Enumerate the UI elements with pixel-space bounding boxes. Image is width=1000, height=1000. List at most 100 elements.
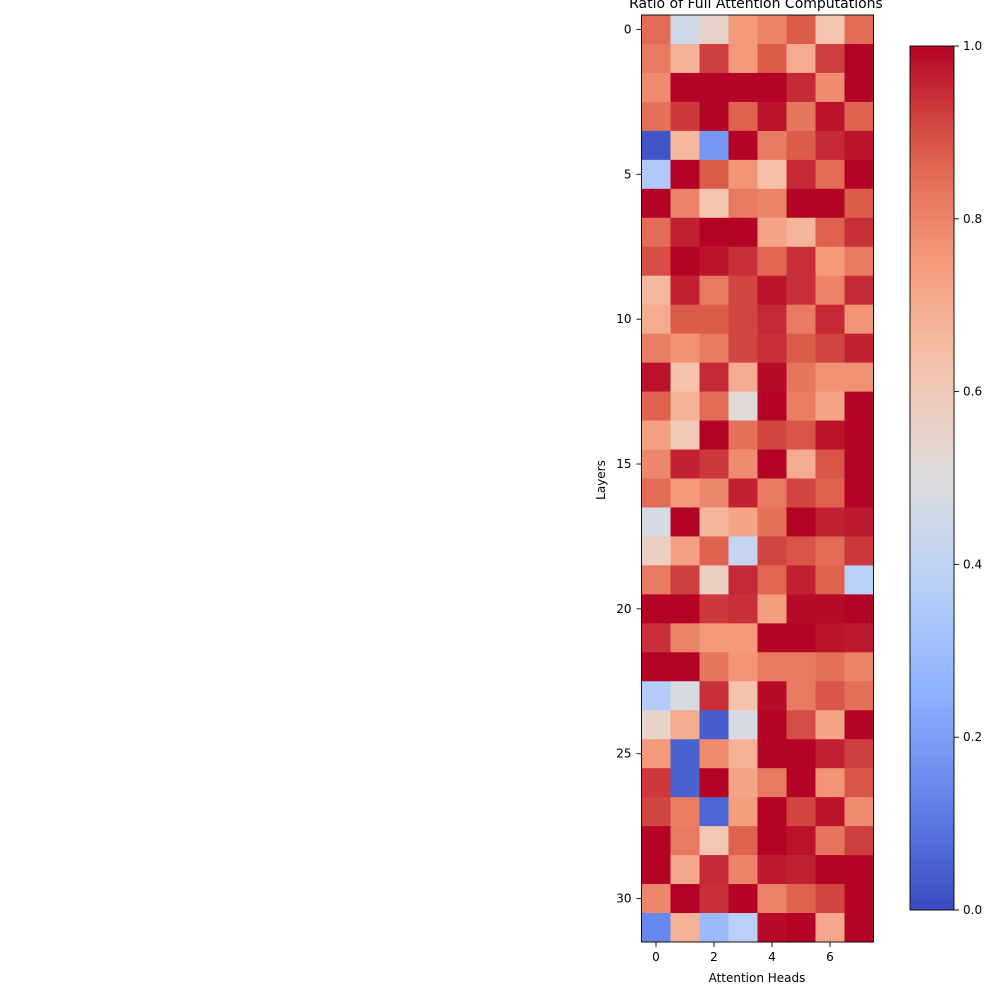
heatmap-cell [699,391,729,421]
heatmap-cell [786,130,816,161]
heatmap-cell [815,739,845,769]
heatmap-cell [641,623,671,653]
heatmap-cell [699,188,729,219]
heatmap-cell [757,884,787,914]
heatmap-cell [786,275,816,306]
heatmap-cell [728,507,758,537]
heatmap-cell [641,594,671,624]
y-tick-label: 10 [616,312,631,326]
heatmap-cell [844,420,874,450]
heatmap-cell [815,101,845,132]
heatmap-cell [699,130,729,161]
heatmap-cell [641,130,671,161]
heatmap-cell [641,768,671,798]
heatmap-cell [786,623,816,653]
heatmap-cell [641,217,671,248]
y-tick-label: 15 [616,457,631,471]
heatmap-cell [670,623,700,653]
heatmap-cell [757,623,787,653]
heatmap-cell [670,420,700,450]
heatmap-cell [699,652,729,682]
heatmap-cell [815,304,845,335]
heatmap-cell [844,275,874,306]
heatmap-cell [786,420,816,450]
heatmap-cell [699,536,729,566]
heatmap-cell [728,15,758,45]
heatmap-cell [815,15,845,45]
heatmap-cell [670,217,700,248]
heatmap-cell [757,913,787,943]
heatmap-cell [670,536,700,566]
heatmap-cell [786,159,816,190]
heatmap-cell [699,594,729,624]
heatmap-cell [699,101,729,132]
heatmap-cell [641,159,671,190]
heatmap-cell [728,826,758,856]
heatmap-cell [786,507,816,537]
heatmap-cell [670,362,700,392]
heatmap-cell [757,333,787,364]
heatmap-cell [728,159,758,190]
heatmap-cell [786,710,816,740]
heatmap-cell [844,449,874,479]
heatmap-cell [757,449,787,479]
heatmap-cell [815,826,845,856]
heatmap-cell [786,884,816,914]
heatmap-cell [786,304,816,335]
heatmap-cell [670,855,700,885]
heatmap-cell [815,797,845,827]
heatmap-cell [757,681,787,711]
heatmap-cell [757,710,787,740]
x-axis-label: Attention Heads [709,971,806,985]
heatmap-cell [728,130,758,161]
heatmap-cell [786,333,816,364]
colorbar-ticks: 0.0 0.2 0.4 0.6 0.8 1.0 [954,39,982,917]
heatmap-cell [815,420,845,450]
heatmap-cell [757,652,787,682]
heatmap-cell [670,739,700,769]
heatmap-cell [641,43,671,74]
heatmap-cells [641,15,874,943]
heatmap-cell [815,507,845,537]
colorbar-tick-label: 0.4 [963,557,982,571]
heatmap-cell [786,681,816,711]
heatmap-cell [757,739,787,769]
heatmap-cell [728,275,758,306]
heatmap-cell [728,855,758,885]
heatmap-cell [757,188,787,219]
heatmap-cell [844,652,874,682]
heatmap-cell [670,681,700,711]
heatmap-cell [728,565,758,595]
heatmap-cell [757,246,787,277]
colorbar-tick-label: 0.6 [963,385,982,399]
heatmap-cell [699,768,729,798]
heatmap-cell [815,536,845,566]
heatmap-cell [844,884,874,914]
heatmap-cell [815,159,845,190]
heatmap-cell [670,594,700,624]
heatmap-cell [670,391,700,421]
heatmap-cell [815,188,845,219]
heatmap-cell [641,304,671,335]
heatmap-cell [815,623,845,653]
heatmap-cell [844,391,874,421]
heatmap-cell [786,362,816,392]
heatmap-cell [641,101,671,132]
heatmap-cell [699,739,729,769]
heatmap-cell [641,797,671,827]
heatmap-cell [815,652,845,682]
heatmap-cell [641,478,671,508]
heatmap-cell [670,246,700,277]
heatmap-cell [728,362,758,392]
heatmap-cell [728,768,758,798]
heatmap-cell [728,304,758,335]
heatmap-cell [786,768,816,798]
heatmap-cell [844,304,874,335]
heatmap-cell [844,130,874,161]
heatmap-cell [728,710,758,740]
heatmap-cell [670,15,700,45]
y-tick-label: 5 [624,167,632,181]
heatmap-cell [786,43,816,74]
heatmap-cell [815,768,845,798]
heatmap-cell [757,391,787,421]
